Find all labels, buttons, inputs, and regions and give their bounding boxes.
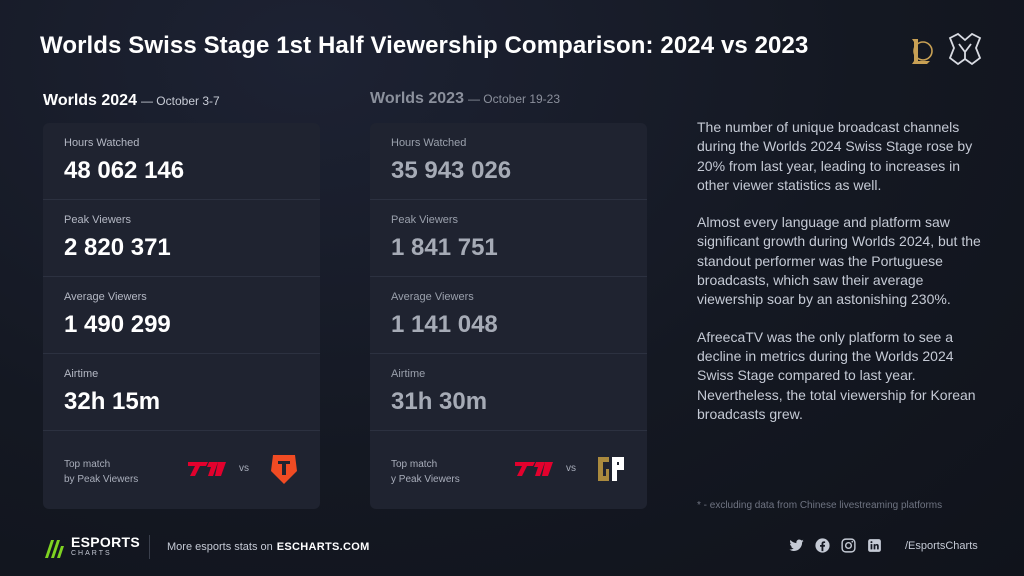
more-stats-text: More esports stats on ESCHARTS.COM: [167, 541, 370, 553]
stat-hours-watched: Hours Watched 48 062 146: [43, 123, 320, 200]
description-text: The number of unique broadcast channels …: [697, 118, 982, 442]
stat-label: Average Viewers: [64, 291, 147, 303]
stat-label: Hours Watched: [391, 137, 467, 149]
stat-label: Average Viewers: [391, 291, 474, 303]
page-title: Worlds Swiss Stage 1st Half Viewership C…: [40, 32, 809, 59]
worlds-2024-header: Worlds 2024— October 3-7: [43, 92, 220, 110]
stat-peak-viewers: Peak Viewers 2 820 371: [43, 200, 320, 277]
footnote: * - excluding data from Chinese livestre…: [697, 500, 943, 511]
top-match-label: Top match by Peak Viewers: [64, 457, 138, 487]
worlds-2023-name: Worlds 2023: [370, 90, 464, 107]
stat-value: 35 943 026: [391, 157, 512, 184]
worlds-2024-card: Hours Watched 48 062 146 Peak Viewers 2 …: [43, 123, 320, 509]
worlds-trophy-logo-icon: [948, 32, 982, 66]
stat-airtime: Airtime 32h 15m: [43, 354, 320, 431]
top-esports-logo-icon: [271, 455, 297, 484]
stat-value: 1 141 048: [391, 311, 498, 338]
stat-value: 48 062 146: [64, 157, 185, 184]
stat-label: Airtime: [64, 368, 99, 380]
stat-label: Airtime: [391, 368, 426, 380]
footer-divider: [149, 535, 150, 559]
worlds-2024-name: Worlds 2024: [43, 92, 137, 109]
social-handle[interactable]: /EsportsCharts: [905, 540, 978, 552]
stat-airtime: Airtime 31h 30m: [370, 354, 647, 431]
t1-logo-icon: [515, 462, 553, 476]
stat-value: 1 841 751: [391, 234, 498, 261]
vs-label: vs: [566, 463, 576, 474]
site-link[interactable]: ESCHARTS.COM: [276, 541, 370, 553]
worlds-2023-dates: — October 19-23: [467, 92, 561, 106]
vs-label: vs: [239, 463, 249, 474]
stat-hours-watched: Hours Watched 35 943 026: [370, 123, 647, 200]
top-match-line1: Top match: [64, 459, 111, 470]
esports-charts-mark-icon: [45, 540, 64, 558]
stat-average-viewers: Average Viewers 1 490 299: [43, 277, 320, 354]
top-match-line2: by Peak Viewers: [64, 474, 139, 485]
stat-value: 2 820 371: [64, 234, 171, 261]
description-paragraph: AfreecaTV was the only platform to see a…: [697, 328, 976, 422]
stat-label: Hours Watched: [64, 137, 140, 149]
instagram-icon[interactable]: [840, 537, 857, 554]
facebook-icon[interactable]: [814, 537, 831, 554]
league-of-legends-logo-icon: [912, 39, 933, 64]
worlds-2024-dates: — October 3-7: [140, 94, 220, 108]
brand-line1: ESPORTS: [71, 534, 141, 550]
more-stats-label: More esports stats on: [167, 541, 273, 553]
gen-g-logo-icon: [598, 457, 624, 481]
top-match-line1: Top match: [391, 459, 438, 470]
worlds-2023-card: Hours Watched 35 943 026 Peak Viewers 1 …: [370, 123, 647, 509]
worlds-2023-header: Worlds 2023— October 19-23: [370, 90, 560, 108]
brand-line2: CHARTS: [71, 550, 112, 557]
stat-label: Peak Viewers: [64, 214, 132, 226]
stat-value: 32h 15m: [64, 388, 161, 415]
linkedin-icon[interactable]: [866, 537, 883, 554]
description-paragraph: Almost every language and platform saw s…: [697, 214, 981, 308]
description-paragraph: The number of unique broadcast channels …: [697, 119, 973, 193]
stat-average-viewers: Average Viewers 1 141 048: [370, 277, 647, 354]
stat-value: 31h 30m: [391, 388, 488, 415]
top-match-line2: y Peak Viewers: [391, 474, 460, 485]
top-match-label: Top match y Peak Viewers: [391, 457, 460, 487]
t1-logo-icon: [188, 462, 226, 476]
esports-charts-logo[interactable]: ESPORTS CHARTS: [42, 535, 140, 561]
stat-label: Peak Viewers: [391, 214, 459, 226]
twitter-icon[interactable]: [788, 537, 805, 554]
stat-value: 1 490 299: [64, 311, 171, 338]
social-links: [788, 537, 883, 554]
stat-peak-viewers: Peak Viewers 1 841 751: [370, 200, 647, 277]
